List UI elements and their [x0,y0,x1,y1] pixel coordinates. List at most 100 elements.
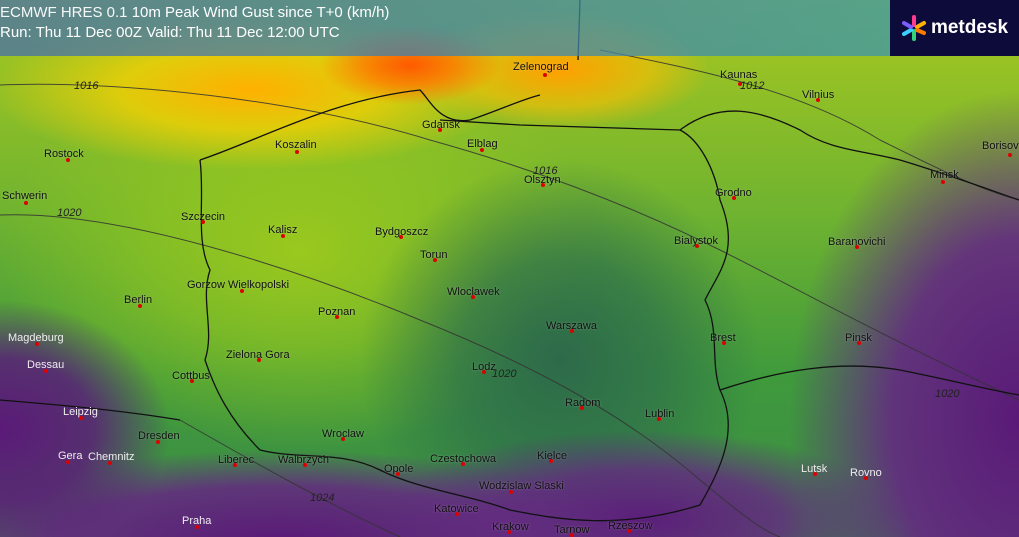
metdesk-logo-icon [901,15,926,41]
city-label: Kaunas [720,69,758,81]
isobar-label: 1012 [740,80,765,92]
city-dot [461,462,465,466]
city-label: Wroclaw [322,428,364,440]
city-label: Minsk [930,169,959,181]
city-label: Zielona Gora [226,349,290,361]
city-label: Elblag [467,138,498,150]
city-label: Opole [384,463,414,475]
city-dot [108,461,112,465]
model-name: ECMWF HRES 0.1 [0,4,128,21]
city-label: Pinsk [845,332,872,344]
logo-text: metdesk [930,17,1009,38]
city-dot [509,490,513,494]
city-dot [138,304,142,308]
city-label: Olsztyn [524,174,561,186]
city-dot [507,530,511,534]
parameter-name: 10m Peak Wind Gust since T+0 (km/h) [131,4,390,21]
city-label: Leipzig [63,406,98,418]
city-dot [399,235,403,239]
city-dot [471,295,475,299]
city-label: Kielce [537,450,567,462]
city-label: Czestochowa [430,453,497,465]
city-dot [66,460,70,464]
border-line [199,119,730,522]
city-label: Gera [58,450,83,462]
city-dot [24,201,28,205]
city-label: Magdeburg [8,332,64,344]
city-dot [941,180,945,184]
isobar-label: 1020 [492,368,517,380]
city-label: Grodno [715,187,752,199]
border-line [679,110,1019,201]
city-label: Lublin [645,408,675,420]
city-dot [570,329,574,333]
city-dot [79,416,83,420]
city-dot [335,315,339,319]
city-dot [627,529,631,533]
city-dot [541,183,545,187]
city-label: Warszawa [546,320,597,332]
metdesk-logo: metdesk [890,0,1019,56]
city-dot [190,379,194,383]
city-dot [195,525,199,529]
city-label: Liberec [218,454,255,466]
city-dot [438,128,442,132]
isobar-label: 1016 [533,165,558,177]
city-label: Tarnow [554,524,590,536]
city-dot [240,289,244,293]
city-label: Chemnitz [88,451,135,463]
city-label: Dresden [138,430,180,442]
map-title: ECMWF HRES 0.1 10m Peak Wind Gust since … [0,4,389,21]
city-label: Torun [420,249,448,261]
city-dot [855,245,859,249]
city-label: Berlin [124,294,153,306]
border-line [199,89,541,161]
isobar-line [0,83,1019,401]
city-dot [257,358,261,362]
city-dot [433,258,437,262]
city-dot [657,417,661,421]
city-label: Borisov [982,140,1019,152]
city-dot [695,244,699,248]
city-dot [738,82,742,86]
city-dot [156,440,160,444]
run-valid-time: Run: Thu 11 Dec 00Z Valid: Thu 11 Dec 12… [0,24,340,41]
city-dot [341,437,345,441]
city-label: Rostock [44,148,84,160]
city-dot [480,148,484,152]
city-dot [543,73,547,77]
city-label: Krakow [492,521,529,533]
city-label: Wodzislaw Slaski [479,480,564,492]
isobar-label: 1020 [57,207,82,219]
city-dot [233,463,237,467]
city-label: Baranovichi [828,236,886,248]
city-dot [1008,153,1012,157]
city-label: Dessau [27,359,65,371]
city-dot [396,472,400,476]
city-dot [732,196,736,200]
city-label: Rzeszow [608,520,653,532]
city-label: Kalisz [268,224,298,236]
city-label: Bydgoszcz [375,226,429,238]
city-label: Lutsk [801,463,828,475]
isobar-line [0,214,781,537]
city-label: Katowice [434,503,479,515]
border-line [719,365,1019,396]
city-label: Gdansk [422,119,460,131]
isobar-label: 1016 [74,80,99,92]
borders [0,0,1019,522]
city-dot [303,463,307,467]
city-label: Bialystok [674,235,719,247]
city-label: Wloclawek [447,286,500,298]
city-label: Walbrzych [278,454,329,466]
city-label: Rovno [850,467,882,479]
city-label: Lodz [472,361,496,373]
city-label: Schwerin [2,190,48,202]
city-label: Cottbus [172,370,210,382]
isobar-line [179,419,401,537]
city-dot [35,342,39,346]
city-dot [816,98,820,102]
city-dot [455,512,459,516]
